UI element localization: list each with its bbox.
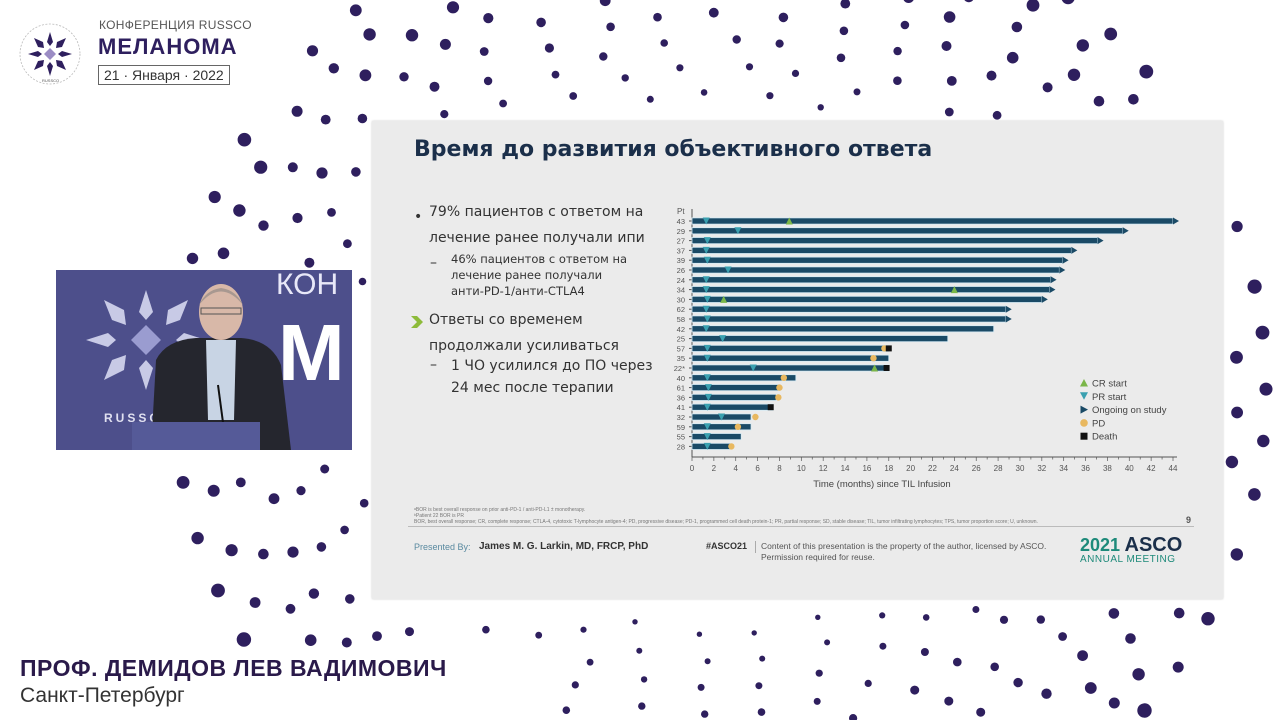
- svg-text:59: 59: [677, 423, 685, 432]
- svg-text:Pt: Pt: [677, 207, 685, 216]
- svg-text:18: 18: [884, 464, 893, 473]
- speaker-video-frame: RUSSCO КОН М: [56, 270, 352, 450]
- bullet-dot-icon: •: [414, 209, 423, 225]
- svg-text:Time (months) since TIL Infusi: Time (months) since TIL Infusion: [813, 479, 950, 490]
- dash-icon: –: [430, 255, 437, 271]
- svg-text:6: 6: [755, 464, 760, 473]
- speaker-name: ПРОФ. ДЕМИДОВ ЛЕВ ВАДИМОВИЧ: [20, 655, 447, 681]
- svg-text:41: 41: [677, 403, 685, 412]
- svg-text:55: 55: [677, 433, 685, 442]
- copyright-notice: Content of this presentation is the prop…: [761, 541, 1047, 562]
- svg-text:42: 42: [677, 325, 685, 334]
- svg-text:24: 24: [677, 276, 685, 285]
- dash-icon: –: [430, 357, 437, 373]
- svg-text:14: 14: [841, 464, 850, 473]
- svg-text:RUSSCO: RUSSCO: [42, 78, 59, 83]
- svg-text:40: 40: [1125, 464, 1134, 473]
- svg-text:61: 61: [677, 384, 685, 393]
- asco-hashtag: #ASCO21: [706, 541, 748, 551]
- bullet-1-sub: 46% пациентов с ответом на лечение ранее…: [451, 252, 628, 298]
- svg-text:PR start: PR start: [1092, 392, 1127, 403]
- bullet-1: 79% пациентов с ответом на лечение ранее…: [429, 204, 645, 246]
- svg-text:58: 58: [677, 315, 685, 324]
- svg-text:22*: 22*: [674, 364, 685, 373]
- svg-text:27: 27: [677, 237, 685, 246]
- svg-text:0: 0: [690, 464, 695, 473]
- svg-text:57: 57: [677, 344, 685, 353]
- svg-text:28: 28: [994, 464, 1003, 473]
- footer-separator: [755, 541, 756, 553]
- conference-subtitle: КОНФЕРЕНЦИЯ RUSSCO: [99, 18, 252, 32]
- svg-text:4: 4: [734, 464, 739, 473]
- svg-text:36: 36: [1081, 464, 1090, 473]
- svg-text:30: 30: [677, 295, 685, 304]
- svg-text:29: 29: [677, 227, 685, 236]
- svg-text:20: 20: [906, 464, 915, 473]
- slide-title: Время до развития объективного ответа: [414, 137, 933, 162]
- svg-text:44: 44: [1169, 464, 1178, 473]
- slide-footnotes: ᵃBOR is best overall response on prior a…: [414, 507, 1038, 525]
- svg-text:М: М: [278, 308, 345, 397]
- svg-text:34: 34: [1059, 464, 1068, 473]
- svg-text:35: 35: [677, 354, 685, 363]
- svg-text:8: 8: [777, 464, 782, 473]
- svg-text:Death: Death: [1092, 432, 1117, 443]
- svg-text:12: 12: [819, 464, 828, 473]
- svg-text:2: 2: [712, 464, 717, 473]
- svg-text:43: 43: [677, 217, 685, 226]
- svg-text:24: 24: [950, 464, 959, 473]
- svg-text:16: 16: [862, 464, 871, 473]
- speaker-city: Санкт-Петербург: [20, 684, 185, 707]
- svg-text:62: 62: [677, 305, 685, 314]
- svg-text:42: 42: [1147, 464, 1156, 473]
- footer-divider: [408, 526, 1194, 527]
- svg-text:CR start: CR start: [1092, 379, 1127, 390]
- conference-date: 21 · Января · 2022: [98, 65, 230, 85]
- bullet-2-sub: 1 ЧО усилился до ПО через 24 мес после т…: [451, 358, 653, 396]
- svg-text:37: 37: [677, 246, 685, 255]
- presented-by-label: Presented By:: [414, 542, 471, 552]
- svg-text:39: 39: [677, 256, 685, 265]
- bullet-2: Ответы со временем продолжали усиливатьс…: [429, 312, 619, 354]
- slide-page-number: 9: [1186, 515, 1192, 525]
- svg-text:30: 30: [1016, 464, 1025, 473]
- conference-logo: RUSSCO КОНФЕРЕНЦИЯ RUSSCO МЕЛАНОМА 21 · …: [18, 18, 258, 90]
- swimmer-plot-chart: Pt43292737392624343062584225573522*40613…: [674, 207, 1179, 490]
- svg-text:26: 26: [972, 464, 981, 473]
- asco-logo: 2021 ASCO ANNUAL MEETING: [1080, 534, 1183, 565]
- conference-title: МЕЛАНОМА: [98, 34, 238, 59]
- svg-text:28: 28: [677, 442, 685, 451]
- svg-text:25: 25: [677, 335, 685, 344]
- chevron-right-icon: [411, 316, 423, 328]
- svg-text:38: 38: [1103, 464, 1112, 473]
- svg-text:10: 10: [797, 464, 806, 473]
- svg-text:32: 32: [1037, 464, 1046, 473]
- svg-text:40: 40: [677, 374, 685, 383]
- svg-text:КОН: КОН: [276, 270, 338, 301]
- svg-text:36: 36: [677, 393, 685, 402]
- svg-text:22: 22: [928, 464, 937, 473]
- russco-emblem-icon: RUSSCO: [19, 23, 81, 85]
- speaker-video: RUSSCO КОН М: [56, 270, 352, 450]
- svg-text:PD: PD: [1092, 418, 1105, 429]
- svg-text:26: 26: [677, 266, 685, 275]
- presenter-name: James M. G. Larkin, MD, FRCP, PhD: [479, 541, 649, 552]
- svg-text:Ongoing on study: Ongoing on study: [1092, 405, 1167, 416]
- presentation-slide: Время до развития объективного ответа • …: [372, 121, 1223, 599]
- svg-text:34: 34: [677, 286, 685, 295]
- svg-text:32: 32: [677, 413, 685, 422]
